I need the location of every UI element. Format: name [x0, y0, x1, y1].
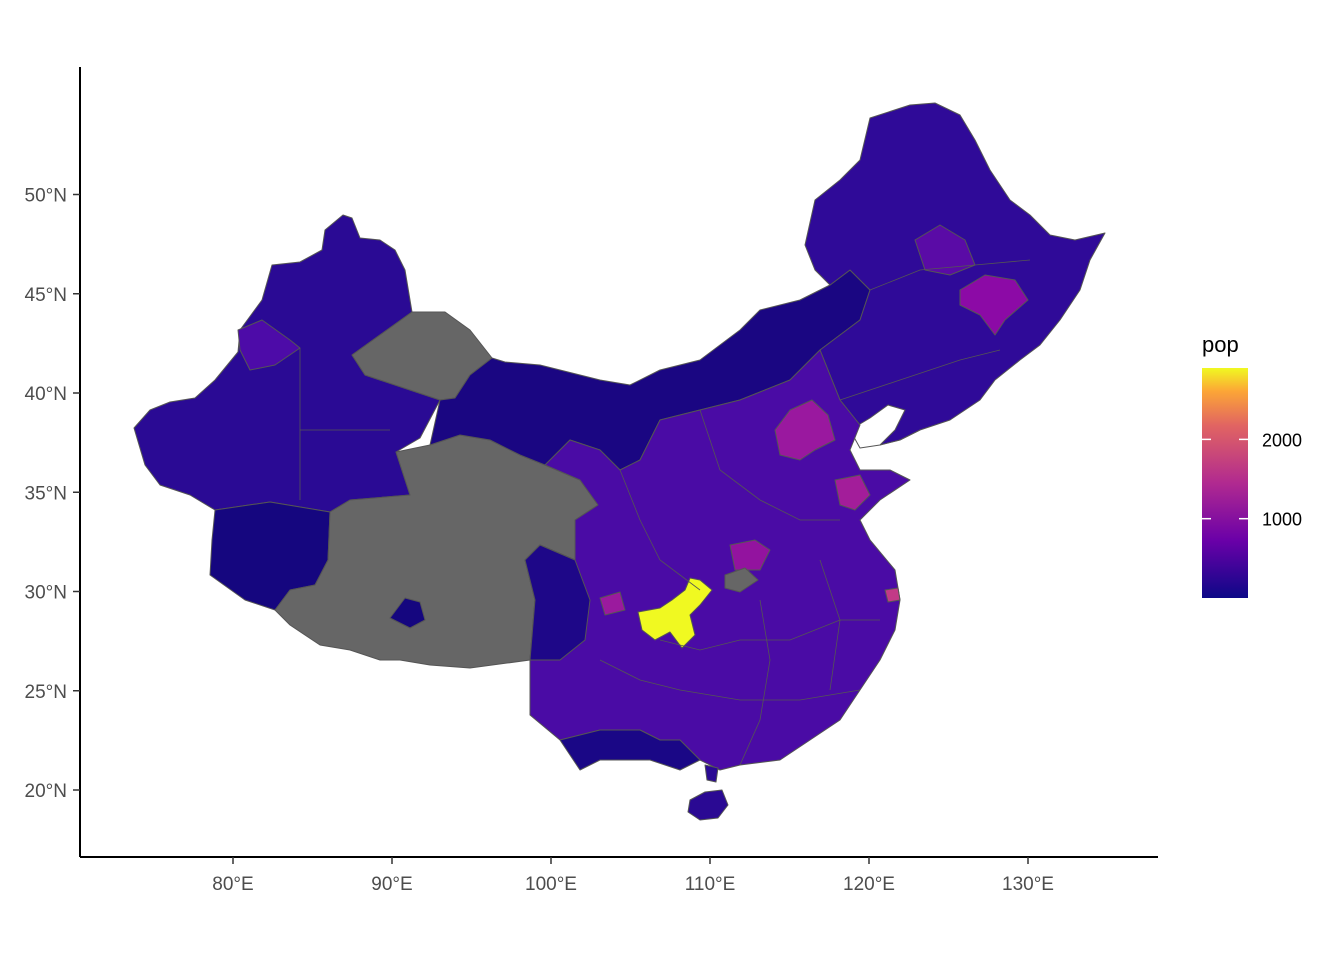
x-tick-label: 120°E	[843, 874, 895, 895]
y-tick-label: 50°N	[25, 186, 67, 207]
region-sichuan-west	[524, 544, 591, 661]
legend-title: pop	[1202, 332, 1239, 357]
y-tick-label: 35°N	[25, 483, 67, 504]
y-axis-ticks: 20°N 25°N 30°N 35°N 40°N 45°N 50°N	[25, 186, 80, 802]
x-tick-label: 90°E	[371, 874, 412, 895]
x-tick-label: 80°E	[212, 874, 253, 895]
x-tick-label: 100°E	[525, 874, 577, 895]
y-tick-label: 45°N	[25, 285, 67, 306]
legend-tick-label: 1000	[1262, 510, 1302, 530]
region-chongqing-max	[637, 577, 713, 649]
region-northeast	[804, 102, 1106, 446]
region-hebei-high	[774, 399, 836, 461]
x-axis-ticks: 80°E 90°E 100°E 110°E 120°E 130°E	[212, 857, 1054, 895]
y-tick-label: 25°N	[25, 682, 67, 703]
x-tick-label: 130°E	[1002, 874, 1054, 895]
region-shandong-high	[834, 474, 871, 511]
map-regions	[133, 102, 1106, 821]
region-yunnan-south	[559, 729, 701, 771]
x-tick-label: 110°E	[685, 874, 736, 895]
region-jilin-high	[959, 274, 1029, 336]
region-hainan	[687, 789, 729, 821]
bohai-sea	[849, 404, 906, 449]
legend: pop 1000 2000	[1202, 332, 1302, 598]
legend-tick-label: 2000	[1262, 430, 1302, 450]
province-borders	[299, 259, 1031, 766]
region-henan-high	[729, 539, 771, 571]
region-leizhou	[704, 764, 719, 783]
legend-ticks: 1000 2000	[1202, 430, 1302, 530]
region-shanghai-high	[884, 587, 901, 603]
region-ili	[237, 319, 301, 371]
legend-colorbar	[1202, 368, 1248, 598]
region-tibet-lake	[389, 597, 426, 629]
y-tick-label: 30°N	[25, 583, 67, 604]
y-tick-label: 40°N	[25, 384, 67, 405]
region-missing-hubei	[724, 567, 759, 593]
y-tick-label: 20°N	[25, 781, 67, 802]
region-chengdu-high	[599, 591, 626, 616]
axes	[79, 67, 1158, 858]
